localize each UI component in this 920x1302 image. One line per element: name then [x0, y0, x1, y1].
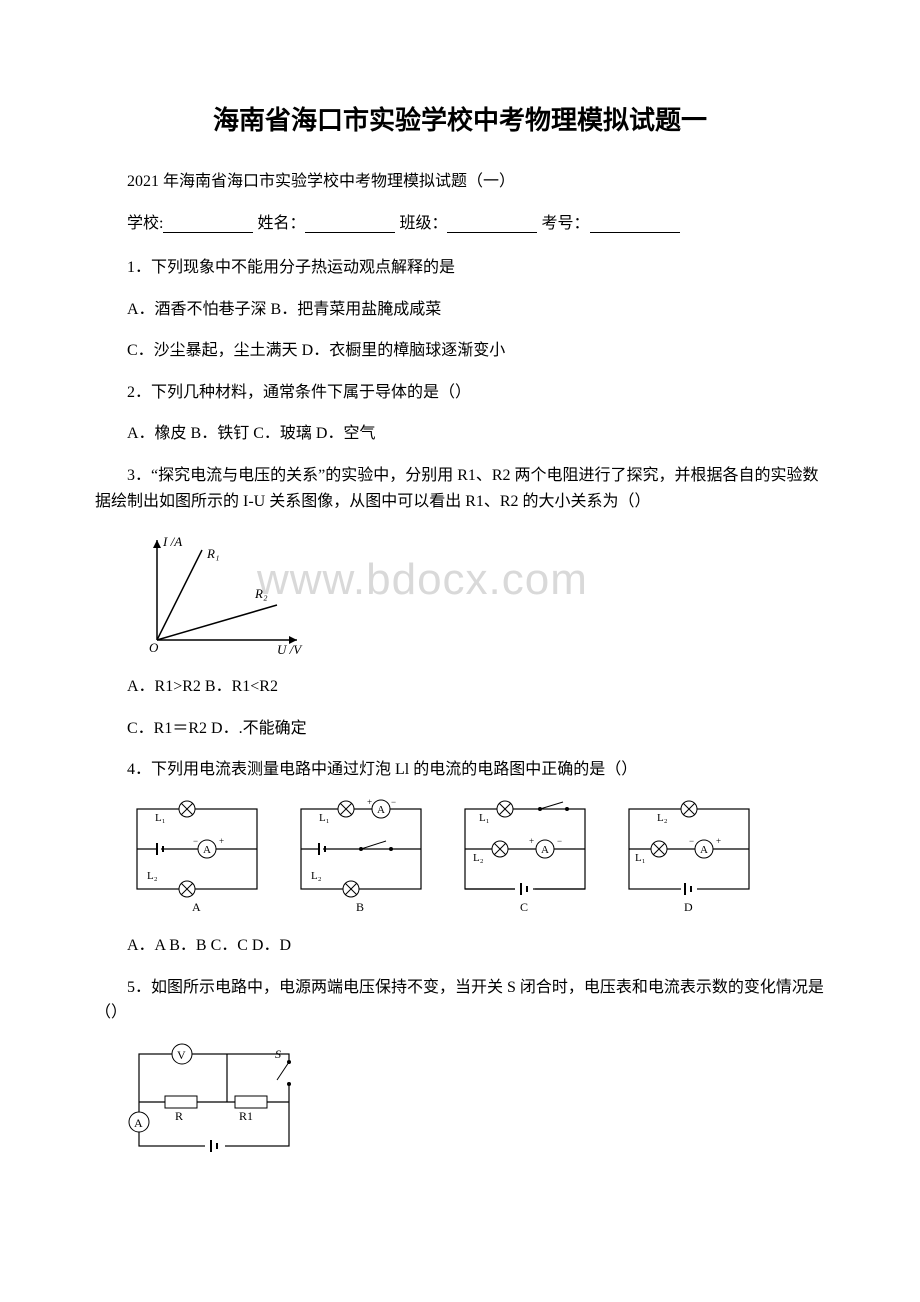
field-examno-label: 考号： [541, 215, 589, 232]
q5-r1-label: R1 [239, 1109, 253, 1123]
q5-diagram-svg: V S A R R1 [127, 1042, 307, 1162]
q4-d-l1: L₁ [635, 852, 646, 864]
q4-a-plus: + [219, 836, 224, 846]
q1-stem: 1．下列现象中不能用分子热运动观点解释的是 [95, 255, 825, 281]
q4-d-label: D [684, 900, 693, 914]
q4-c-label: C [520, 900, 528, 914]
q4-diagram-a: L₁ A − + L₂ A [127, 799, 267, 919]
q2-opts: A．橡皮 B．铁钉 C．玻璃 D．空气 [95, 421, 825, 447]
q4-c-l1: L₁ [479, 812, 490, 824]
q4-diagrams: L₁ A − + L₂ A L₁ A + [127, 799, 825, 919]
q4-d-ammeter: A [700, 844, 708, 856]
q5-figure: V S A R R1 [127, 1042, 825, 1162]
q4-stem: 4．下列用电流表测量电路中通过灯泡 Ll 的电流的电路图中正确的是（） [95, 757, 825, 783]
q3-chart-svg: R₁ R₂ O U /V I /A [127, 530, 327, 660]
field-class-label: 班级： [399, 215, 447, 232]
doc-subtitle: 2021 年海南省海口市实验学校中考物理模拟试题（一） [95, 167, 825, 191]
q5-switch-label: S [275, 1047, 281, 1061]
q4-b-minus: − [391, 799, 396, 807]
q5-stem: 5．如图所示电路中，电源两端电压保持不变，当开关 S 闭合时，电压表和电流表示数… [95, 975, 825, 1026]
q5-voltmeter: V [177, 1048, 186, 1062]
q4-a-ammeter: A [203, 844, 211, 856]
fields-line: 学校: 姓名： 班级： 考号： [95, 209, 825, 233]
q4-opts: A．A B．B C．C D．D [95, 933, 825, 959]
field-class-blank [447, 214, 537, 233]
q3-origin-label: O [149, 640, 159, 655]
q4-diagram-d: L₂ L₁ A − + D [619, 799, 759, 919]
q1-opts-2: C．沙尘暴起，尘土满天 D．衣橱里的樟脑球逐渐变小 [95, 338, 825, 364]
field-school-blank [163, 214, 253, 233]
q5-ammeter: A [134, 1116, 143, 1130]
q4-a-label: A [192, 900, 201, 914]
q4-d-plus: + [716, 836, 721, 846]
q4-c-l2: L₂ [473, 852, 484, 864]
field-name-blank [305, 214, 395, 233]
q4-b-l2: L₂ [311, 870, 322, 882]
q4-a-minus: − [193, 836, 198, 846]
q3-r1-label: R₁ [206, 546, 219, 561]
q3-stem: 3．“探究电流与电压的关系”的实验中，分别用 R1、R2 两个电阻进行了探究，并… [95, 463, 825, 514]
q2-stem: 2．下列几种材料，通常条件下属于导体的是（） [95, 380, 825, 406]
q3-opts-2: C．R1＝R2 D．.不能确定 [95, 716, 825, 742]
q4-c-plus: + [529, 836, 534, 846]
q4-a-l2: L₂ [147, 870, 158, 882]
field-name-label: 姓名： [257, 215, 305, 232]
field-examno-blank [590, 214, 680, 233]
q4-d-l2: L₂ [657, 812, 668, 824]
q3-ylabel: I /A [162, 534, 182, 549]
q5-r-label: R [175, 1109, 183, 1123]
q4-b-label: B [356, 900, 364, 914]
q4-b-ammeter: A [377, 804, 385, 816]
q4-c-ammeter: A [541, 844, 549, 856]
q3-opts-1: A．R1>R2 B．R1<R2 [95, 674, 825, 700]
q4-diagram-b: L₁ A + − L₂ B [291, 799, 431, 919]
q4-b-l1: L₁ [319, 812, 330, 824]
q4-c-minus: − [557, 836, 562, 846]
q4-diagram-c: L₁ L₂ A + − C [455, 799, 595, 919]
q1-opts-1: A．酒香不怕巷子深 B．把青菜用盐腌成咸菜 [95, 297, 825, 323]
q4-d-minus: − [689, 836, 694, 846]
q3-xlabel: U /V [277, 642, 303, 657]
q4-a-l1: L₁ [155, 812, 166, 824]
field-school-label: 学校: [127, 215, 163, 232]
doc-title: 海南省海口市实验学校中考物理模拟试题一 [95, 100, 825, 137]
q3-r2-label: R₂ [254, 586, 268, 601]
q3-figure: www.bdocx.com R₁ R₂ O U /V I /A [127, 530, 825, 660]
q4-b-plus: + [367, 799, 372, 807]
